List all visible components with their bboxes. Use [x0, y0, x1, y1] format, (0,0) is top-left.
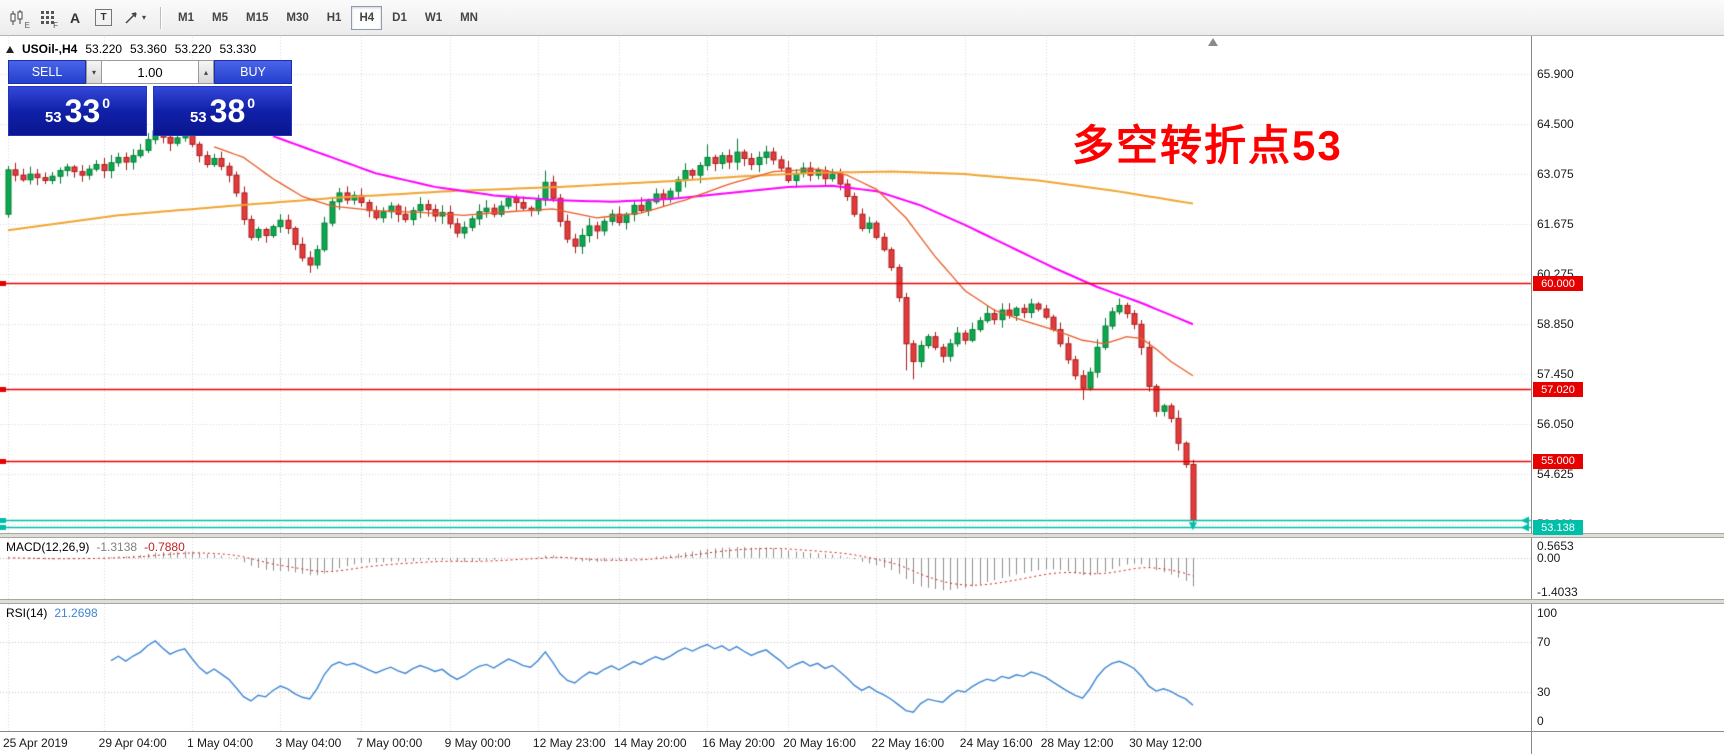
price-axis-label: 63.075: [1537, 167, 1574, 182]
chart-shift-marker-icon: [1208, 38, 1218, 46]
macd-main-value: -1.3138: [96, 540, 138, 554]
dropdown-caret-icon: ▾: [142, 13, 147, 22]
draw-arrow-icon: [125, 11, 137, 24]
shortcut-letter-e: E: [24, 20, 30, 30]
price-tag: 60.000: [1533, 276, 1583, 292]
time-axis-label: 12 May 23:00: [532, 736, 606, 750]
buy-price-sup: 0: [247, 95, 256, 111]
panel-splitter-macd[interactable]: [0, 533, 1724, 538]
symbol-timeframe-label: USOil-,H4: [22, 42, 78, 56]
macd-axis-label: -1.4033: [1537, 585, 1578, 599]
price-axis-label: 61.675: [1537, 216, 1574, 231]
time-axis-label: 3 May 04:00: [275, 736, 342, 750]
price-axis-label: 56.050: [1537, 416, 1574, 431]
time-axis-label: 22 May 16:00: [871, 736, 945, 750]
macd-axis-label: 0.00: [1537, 551, 1561, 565]
tick-grid-icon: [40, 11, 54, 24]
one-click-panel-toggle-icon[interactable]: [6, 45, 14, 53]
time-axis-label: 29 Apr 04:00: [98, 736, 167, 750]
time-axis-label: 30 May 12:00: [1129, 736, 1202, 750]
time-axis-label: 7 May 00:00: [356, 736, 423, 750]
buy-price-box[interactable]: 53 38 0: [153, 86, 292, 136]
timeframe-button-m5[interactable]: M5: [204, 6, 236, 30]
text-tool-button[interactable]: T: [90, 5, 117, 31]
price-axis-label: 58.850: [1537, 317, 1574, 332]
buy-price-big: 38: [209, 93, 246, 129]
price-tag: 53.138: [1533, 520, 1583, 536]
text-tool-icon: T: [95, 9, 112, 26]
chart-annotation-text: 多空转折点53: [1072, 122, 1343, 169]
rsi-value: 21.2698: [54, 606, 98, 620]
sell-price-sup: 0: [102, 95, 111, 111]
sell-price-box[interactable]: 53 33 0: [8, 86, 147, 136]
sell-price-prefix: 53: [44, 108, 62, 126]
rsi-axis-label: 30: [1537, 685, 1551, 699]
timeframe-button-w1[interactable]: W1: [417, 6, 450, 30]
candlestick-chart-icon: [10, 9, 23, 25]
time-axis-border: [0, 731, 1724, 732]
rsi-axis-label: 100: [1537, 606, 1558, 620]
volume-up-button[interactable]: ▴: [198, 60, 214, 84]
volume-input[interactable]: [102, 60, 198, 84]
chart-style-button[interactable]: E: [4, 5, 32, 31]
rsi-axis-label: 0: [1537, 714, 1544, 728]
macd-signal-value: -0.7880: [144, 540, 185, 554]
price-axis-label: 57.450: [1537, 366, 1574, 381]
time-axis-label: 25 Apr 2019: [3, 736, 68, 750]
time-axis-label: 24 May 16:00: [959, 736, 1033, 750]
timeframe-button-h4[interactable]: H4: [351, 5, 383, 30]
volume-down-button[interactable]: ▾: [86, 60, 102, 84]
quote-high: 53.360: [130, 42, 167, 56]
time-axis-label: 1 May 04:00: [187, 736, 254, 750]
price-axis-separator: [1531, 36, 1532, 754]
rsi-axis-label: 70: [1537, 635, 1551, 649]
quote-open: 53.220: [85, 42, 123, 56]
price-axis-label: 65.900: [1537, 67, 1574, 81]
one-click-trading-panel: SELL ▾ ▴ BUY 53 33 0 53 38 0: [8, 60, 292, 136]
timeframe-button-d1[interactable]: D1: [384, 6, 415, 30]
rsi-label: RSI(14) 21.2698: [6, 606, 98, 620]
shortcut-letter-f: F: [53, 20, 58, 30]
macd-label: MACD(12,26,9) -1.3138 -0.7880: [6, 540, 185, 554]
price-axis-label: 54.625: [1537, 467, 1574, 482]
timeframe-button-m1[interactable]: M1: [170, 6, 202, 30]
timeframe-button-m15[interactable]: M15: [238, 6, 276, 30]
price-tag: 55.000: [1533, 453, 1583, 469]
macd-axis-label: 0.5653: [1537, 539, 1574, 553]
buy-price-prefix: 53: [189, 108, 207, 126]
timeframe-button-mn[interactable]: MN: [452, 6, 486, 30]
quote-close: 53.330: [219, 42, 257, 56]
sell-price-big: 33: [64, 93, 101, 129]
panel-splitter-rsi[interactable]: [0, 599, 1724, 604]
rsi-title: RSI(14): [6, 606, 48, 620]
price-axis-label: 64.500: [1537, 116, 1574, 131]
time-axis-label: 16 May 20:00: [702, 736, 775, 750]
timeframe-button-m30[interactable]: M30: [278, 6, 316, 30]
text-label-tool-button[interactable]: A: [62, 5, 88, 31]
toolbar: E F A T ▾ M1 M5 M15 M30 H1 H4 D1 W1 MN: [0, 0, 1724, 36]
price-tag: 57.020: [1533, 382, 1583, 398]
time-axis-label: 20 May 16:00: [783, 736, 856, 750]
macd-title: MACD(12,26,9): [6, 540, 90, 554]
time-axis-label: 9 May 00:00: [444, 736, 511, 750]
quote-bar: USOil-,H4 53.220 53.360 53.220 53.330: [6, 42, 256, 56]
toolbar-separator: [160, 6, 162, 29]
quote-low: 53.220: [174, 42, 212, 56]
time-axis-label: 28 May 12:00: [1040, 736, 1114, 750]
buy-button[interactable]: BUY: [214, 60, 292, 84]
tick-grid-button[interactable]: F: [34, 5, 60, 31]
timeframe-button-h1[interactable]: H1: [319, 6, 350, 30]
time-axis-label: 14 May 20:00: [613, 736, 687, 750]
draw-tools-button[interactable]: ▾: [119, 5, 151, 31]
sell-button[interactable]: SELL: [8, 60, 86, 84]
